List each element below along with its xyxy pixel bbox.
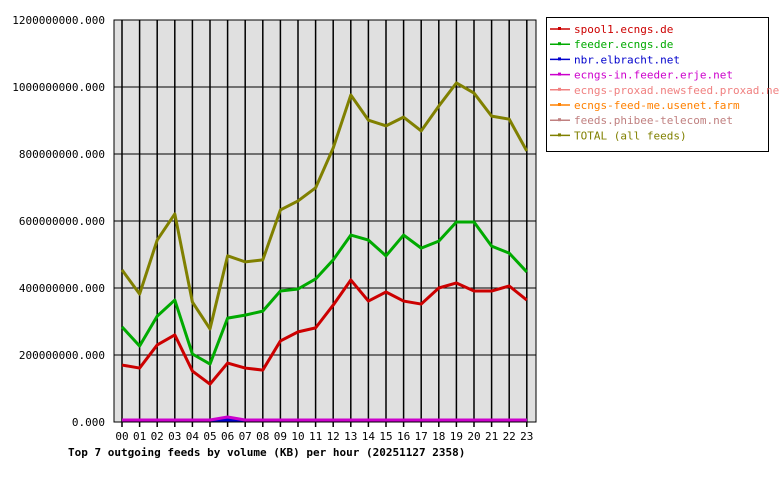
y-tick-label: 800000000.000 <box>19 148 105 161</box>
x-tick-label: 20 <box>467 430 480 443</box>
series-line-feeder-ecngs-de <box>120 220 528 366</box>
x-tick-label: 02 <box>151 430 164 443</box>
y-tick-label: 600000000.000 <box>19 215 105 228</box>
legend-label: feeds.phibee-telecom.net <box>574 114 733 127</box>
x-tick-label: 21 <box>485 430 498 443</box>
legend-marker <box>558 42 561 46</box>
legend-marker <box>558 103 561 106</box>
legend: spool1.ecngs.de feeder.ecngs.de nbr.elbrac… <box>546 17 780 152</box>
y-tick-label: 400000000.000 <box>19 282 105 295</box>
legend-marker <box>558 133 561 137</box>
x-tick-label: 19 <box>450 430 463 443</box>
x-axis: 00 01 02 03 04 05 06 07 08 09 10 11 12 13 14 15 16 17 18 19… <box>115 430 533 443</box>
x-tick-label: 00 <box>115 430 128 443</box>
x-tick-label: 04 <box>186 430 200 443</box>
plot-frame <box>113 19 537 423</box>
series-line-total-all-feeds- <box>120 81 529 331</box>
legend-marker <box>558 27 561 30</box>
series-line-spool1-ecngs-de <box>121 278 528 386</box>
x-tick-label: 22 <box>503 430 516 443</box>
x-tick-label: 03 <box>168 430 181 443</box>
legend-marker <box>558 72 561 76</box>
legend-marker <box>558 87 561 91</box>
x-tick-label: 23 <box>520 430 533 443</box>
x-tick-label: 11 <box>309 430 322 443</box>
legend-label: spool1.ecngs.de <box>574 23 673 36</box>
legend-label: ecngs-feed-me.usenet.farm <box>574 99 740 112</box>
legend-marker <box>558 118 561 122</box>
x-tick-label: 10 <box>291 430 304 443</box>
legend-label: feeder.ecngs.de <box>574 38 673 51</box>
y-tick-label: 200000000.000 <box>19 349 105 362</box>
x-tick-label: 12 <box>327 430 340 443</box>
x-tick-label: 08 <box>256 430 269 443</box>
x-tick-label: 15 <box>379 430 392 443</box>
x-tick-label: 16 <box>397 430 410 443</box>
legend-label: ecngs-proxad.newsfeed.proxad.net <box>574 84 780 97</box>
legend-marker <box>558 57 561 61</box>
y-tick-label: 0.000 <box>72 416 105 429</box>
series-line-ecngs-in-feeder-erje-net <box>122 415 527 422</box>
x-tick-label: 05 <box>203 430 216 443</box>
x-tick-label: 07 <box>239 430 252 443</box>
chart-title: Top 7 outgoing feeds by volume (KB) per … <box>68 446 465 459</box>
x-tick-label: 09 <box>274 430 287 443</box>
legend-box <box>546 17 769 152</box>
x-tick-label: 06 <box>221 430 234 443</box>
y-tick-label: 1000000000.000 <box>12 81 105 94</box>
series-lines <box>120 81 529 422</box>
grid <box>114 19 536 427</box>
legend-label: TOTAL (all feeds) <box>574 129 687 142</box>
y-tick-label: 1200000000.000 <box>12 14 105 27</box>
x-tick-label: 14 <box>362 430 376 443</box>
x-tick-label: 17 <box>415 430 428 443</box>
x-tick-label: 18 <box>432 430 445 443</box>
x-tick-label: 01 <box>133 430 146 443</box>
legend-label: ecngs-in.feeder.erje.net <box>574 69 733 82</box>
x-tick-label: 13 <box>344 430 357 443</box>
legend-label: nbr.elbracht.net <box>574 53 680 66</box>
y-axis: 0.000 200000000.000 400000000.000 600000000… <box>12 14 105 429</box>
